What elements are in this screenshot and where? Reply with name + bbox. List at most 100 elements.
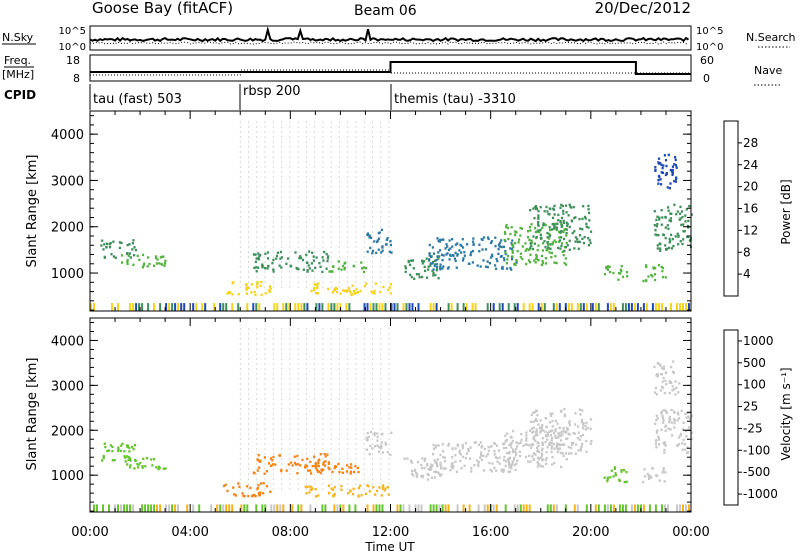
data-cell — [609, 270, 612, 274]
data-cell — [519, 226, 522, 230]
data-cell — [664, 236, 667, 240]
data-cell — [271, 262, 274, 265]
data-cell — [552, 216, 555, 220]
data-cell — [625, 480, 628, 483]
data-cell — [431, 262, 434, 265]
data-cell — [472, 243, 475, 247]
data-cell — [572, 432, 575, 435]
data-cell — [427, 265, 430, 268]
data-cell — [563, 228, 566, 231]
ground-scatter-cell — [447, 504, 450, 512]
data-cell — [439, 268, 442, 271]
data-cell — [242, 494, 245, 497]
data-cell — [365, 282, 368, 285]
data-cell — [421, 476, 424, 479]
ground-scatter-cell — [144, 504, 147, 512]
ground-scatter-cell — [549, 504, 552, 512]
data-cell — [272, 270, 275, 273]
ground-scatter-cell — [456, 303, 459, 311]
data-cell — [657, 182, 660, 185]
ground-scatter-cell — [315, 303, 318, 311]
ground-scatter-cell — [486, 504, 489, 512]
power-colorbar-tick-label: 20 — [743, 180, 758, 194]
data-cell — [579, 413, 582, 416]
ground-scatter-cell — [682, 504, 684, 512]
data-cell — [340, 484, 343, 488]
data-cell — [547, 212, 550, 216]
ground-scatter-cell — [450, 303, 453, 311]
data-cell — [668, 420, 671, 424]
data-cell — [479, 456, 482, 459]
data-cell — [549, 412, 552, 415]
data-cell — [585, 222, 588, 226]
data-cell — [671, 173, 674, 177]
data-cell — [670, 365, 673, 369]
data-cell — [676, 411, 679, 414]
data-cell — [134, 444, 137, 447]
data-cell — [456, 254, 459, 257]
data-cell — [682, 421, 685, 424]
data-cell — [659, 389, 663, 392]
data-cell — [554, 428, 557, 431]
data-cell — [245, 292, 248, 295]
data-cell — [544, 440, 547, 444]
data-cell — [580, 419, 583, 422]
data-cell — [568, 248, 571, 251]
data-cell — [549, 421, 552, 424]
data-cell — [482, 469, 485, 472]
data-cell — [617, 278, 620, 281]
data-cell — [237, 482, 240, 485]
data-cell — [153, 264, 156, 267]
ground-scatter-cell — [321, 303, 324, 311]
data-cell — [664, 216, 667, 219]
data-cell — [126, 445, 129, 449]
data-cell — [378, 450, 381, 453]
data-cell — [663, 480, 666, 483]
ground-scatter-cell — [375, 303, 378, 311]
data-cell — [515, 447, 518, 451]
data-cell — [144, 465, 147, 468]
data-cell — [544, 223, 547, 227]
data-cell — [346, 464, 349, 467]
power-axes — [89, 111, 692, 311]
ground-scatter-cell — [270, 504, 273, 512]
data-cell — [433, 470, 436, 473]
data-cell — [606, 478, 609, 481]
data-cell — [554, 429, 557, 433]
data-cell — [415, 475, 419, 478]
data-cell — [380, 251, 383, 254]
data-cell — [583, 235, 586, 239]
data-cell — [519, 234, 522, 237]
data-cell — [327, 491, 331, 495]
data-cell — [346, 470, 349, 473]
data-cell — [345, 290, 348, 293]
data-cell — [142, 264, 145, 267]
data-cell — [142, 457, 145, 461]
ground-scatter-cell — [333, 303, 336, 311]
data-cell — [673, 419, 676, 422]
ground-scatter-cell — [444, 504, 447, 512]
data-cell — [306, 485, 309, 489]
data-cell — [278, 264, 281, 267]
data-cell — [680, 409, 683, 413]
data-cell — [662, 409, 665, 412]
data-cell — [554, 434, 557, 438]
data-cell — [510, 242, 513, 245]
data-cell — [353, 292, 356, 295]
data-cell — [337, 462, 340, 466]
data-cell — [618, 479, 621, 482]
data-cell — [574, 452, 577, 455]
data-cell — [440, 465, 443, 469]
power-colorbar-tick-label: 24 — [743, 158, 758, 172]
data-cell — [453, 257, 456, 260]
data-cell — [535, 207, 538, 211]
data-cell — [511, 249, 514, 252]
data-cell — [501, 442, 505, 446]
data-cell — [541, 447, 544, 450]
data-cell — [348, 466, 351, 469]
data-cell — [541, 437, 544, 440]
data-cell — [420, 475, 423, 478]
data-cell — [508, 464, 511, 467]
data-cell — [655, 418, 658, 422]
data-cell — [407, 259, 410, 263]
